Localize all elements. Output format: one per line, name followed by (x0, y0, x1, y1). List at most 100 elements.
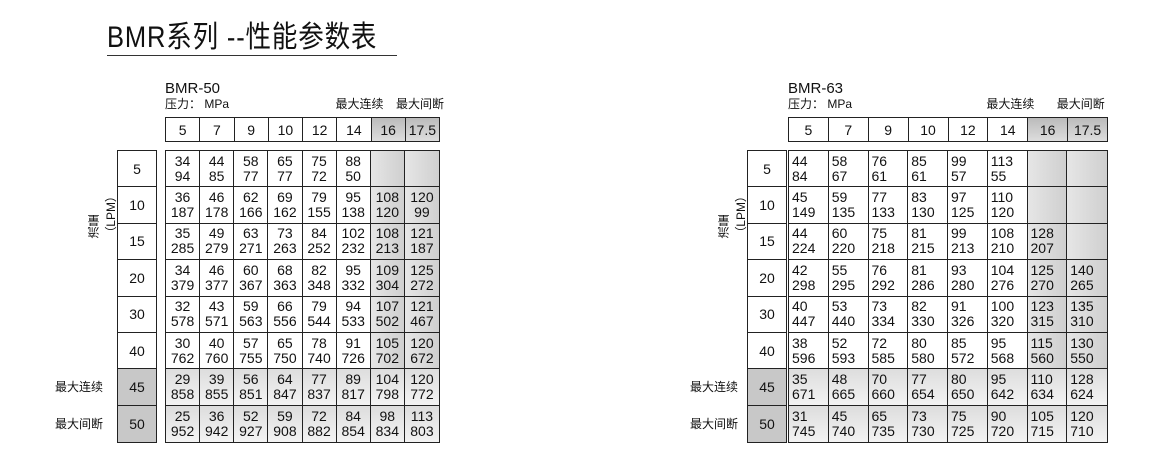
table-cell: 97 125 (948, 187, 988, 224)
table-cell: 94 533 (336, 296, 371, 333)
table-cell: 108 210 (987, 223, 1028, 261)
speed-value: 187 (170, 204, 195, 221)
speed-value: 447 (792, 313, 816, 330)
torque-value: 31 (792, 407, 808, 424)
torque-value: 32 (174, 298, 191, 315)
speed-value: 279 (205, 240, 229, 257)
torque-value: 80 (911, 334, 927, 351)
torque-value: 36 (208, 407, 225, 424)
torque-value: 82 (311, 261, 327, 278)
speed-value: 213 (375, 240, 399, 257)
speed-value: 272 (410, 276, 434, 293)
torque-value: 44 (792, 225, 808, 242)
speed-value: 304 (375, 276, 399, 293)
torque-value: 121 (410, 225, 434, 242)
pressure-header-cell: 5 (789, 118, 829, 141)
speed-value: 213 (951, 240, 975, 257)
speed-value: 224 (792, 240, 816, 257)
table-cell: 77 654 (908, 369, 948, 406)
speed-value: 61 (871, 167, 888, 184)
table-cell: 66 556 (268, 296, 303, 333)
speed-value: 263 (273, 240, 297, 257)
speed-value: 77 (277, 167, 293, 184)
table-cell: 75 218 (868, 223, 909, 261)
speed-value: 363 (273, 276, 297, 293)
table-cell (1067, 151, 1107, 188)
table-cell: 44 85 (200, 151, 235, 188)
speed-value: 99 (414, 204, 430, 221)
speed-value: 908 (273, 422, 297, 439)
pressure-header-cell: 12 (303, 118, 338, 141)
pressure-header-cell: 10 (269, 118, 303, 141)
speed-value: 762 (170, 349, 195, 366)
speed-value: 556 (273, 313, 297, 330)
table-cell: 113 55 (987, 151, 1028, 188)
flow-axis-label: 流量（LPM） (717, 190, 748, 239)
torque-value: 53 (831, 298, 848, 315)
flow-cell: 10 (748, 187, 786, 224)
table-cell: 78 740 (302, 332, 337, 370)
torque-value: 130 (1070, 334, 1094, 351)
table-cell: 59 563 (234, 296, 269, 333)
table-cell: 100 320 (987, 296, 1028, 333)
torque-value: 75 (871, 225, 888, 242)
table-cell: 72 585 (868, 332, 909, 370)
speed-value: 162 (273, 204, 297, 221)
table-cell: 85 61 (908, 151, 948, 188)
speed-value: 61 (911, 167, 927, 184)
torque-value: 85 (911, 152, 927, 169)
speed-value: 580 (911, 349, 935, 366)
table-cell: 110 120 (987, 187, 1028, 224)
pressure-unit-label: 压力： MPa (788, 97, 853, 111)
table-cell (1067, 223, 1107, 261)
torque-value: 66 (277, 298, 293, 315)
table-cell: 75 72 (302, 151, 337, 188)
flow-cell: 15 (118, 224, 156, 261)
table-cell: 46 377 (200, 260, 235, 297)
table-cell: 73 263 (268, 223, 303, 261)
torque-value: 89 (345, 371, 361, 388)
torque-value: 91 (951, 298, 967, 315)
table-cell: 73 334 (868, 296, 909, 333)
torque-value: 105 (1030, 407, 1054, 424)
torque-value: 29 (174, 371, 191, 388)
pressure-header-cell: 10 (909, 118, 949, 141)
table-cell: 34 94 (166, 151, 201, 188)
speed-value: 730 (911, 422, 935, 439)
torque-value: 80 (951, 371, 967, 388)
speed-value: 149 (792, 204, 816, 221)
torque-value: 97 (951, 189, 967, 206)
pressure-header-cell: 12 (949, 118, 989, 141)
table-cell: 105 702 (370, 332, 405, 370)
torque-value: 95 (345, 189, 361, 206)
torque-value: 62 (243, 189, 259, 206)
table-cell: 59 135 (828, 187, 869, 224)
speed-value: 133 (871, 204, 895, 221)
torque-value: 94 (345, 298, 361, 315)
speed-value: 672 (410, 349, 434, 366)
table-cell: 35 671 (789, 369, 829, 406)
pressure-header-cell: 17.5 (405, 118, 439, 141)
pressure-header-row: 5 7 9 10 12 14 16 17.5 (165, 117, 440, 142)
torque-value: 38 (792, 334, 808, 351)
table-cell: 34 379 (166, 260, 201, 297)
torque-value: 52 (243, 407, 259, 424)
torque-value: 64 (277, 371, 293, 388)
torque-value: 52 (831, 334, 848, 351)
table-cell: 25 952 (166, 405, 201, 443)
table-cell: 68 363 (268, 260, 303, 297)
max-continuous-label: 最大连续 (335, 97, 384, 111)
torque-value: 128 (1030, 225, 1054, 242)
torque-value: 93 (951, 261, 967, 278)
torque-value: 110 (990, 189, 1014, 206)
speed-value: 837 (307, 386, 331, 403)
speed-value: 578 (170, 313, 195, 330)
table-cell: 76 61 (868, 151, 909, 188)
torque-value: 95 (345, 261, 361, 278)
table-cell: 102 232 (336, 223, 371, 261)
torque-value: 30 (174, 334, 191, 351)
torque-value: 85 (951, 334, 967, 351)
torque-value: 68 (277, 261, 293, 278)
row-max-intermittent-label: 最大间断 (690, 417, 739, 431)
torque-value: 49 (208, 225, 225, 242)
